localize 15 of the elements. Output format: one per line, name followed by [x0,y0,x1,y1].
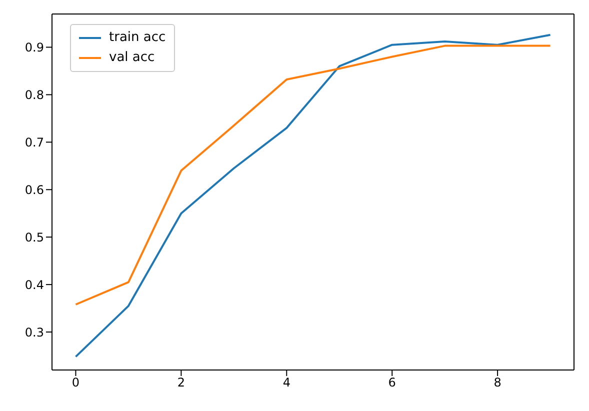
x-tick-label: 2 [177,376,185,390]
x-tick-label: 6 [388,376,396,390]
y-tick-label: 0.9 [24,40,44,54]
legend-label: val acc [109,49,155,67]
y-tick-label: 0.5 [24,230,44,244]
x-tick-label: 0 [72,376,80,390]
line-series [74,44,552,306]
y-tick-label: 0.6 [24,182,44,197]
y-tick-label: 0.4 [24,278,44,292]
y-tick-label: 0.7 [24,135,44,150]
y-tick-label: 0.8 [24,88,44,102]
x-tick-label: 4 [282,376,290,390]
y-tick-label: 0.3 [24,325,44,340]
legend-label: train acc [109,29,166,47]
x-tick-label: 8 [494,376,502,390]
